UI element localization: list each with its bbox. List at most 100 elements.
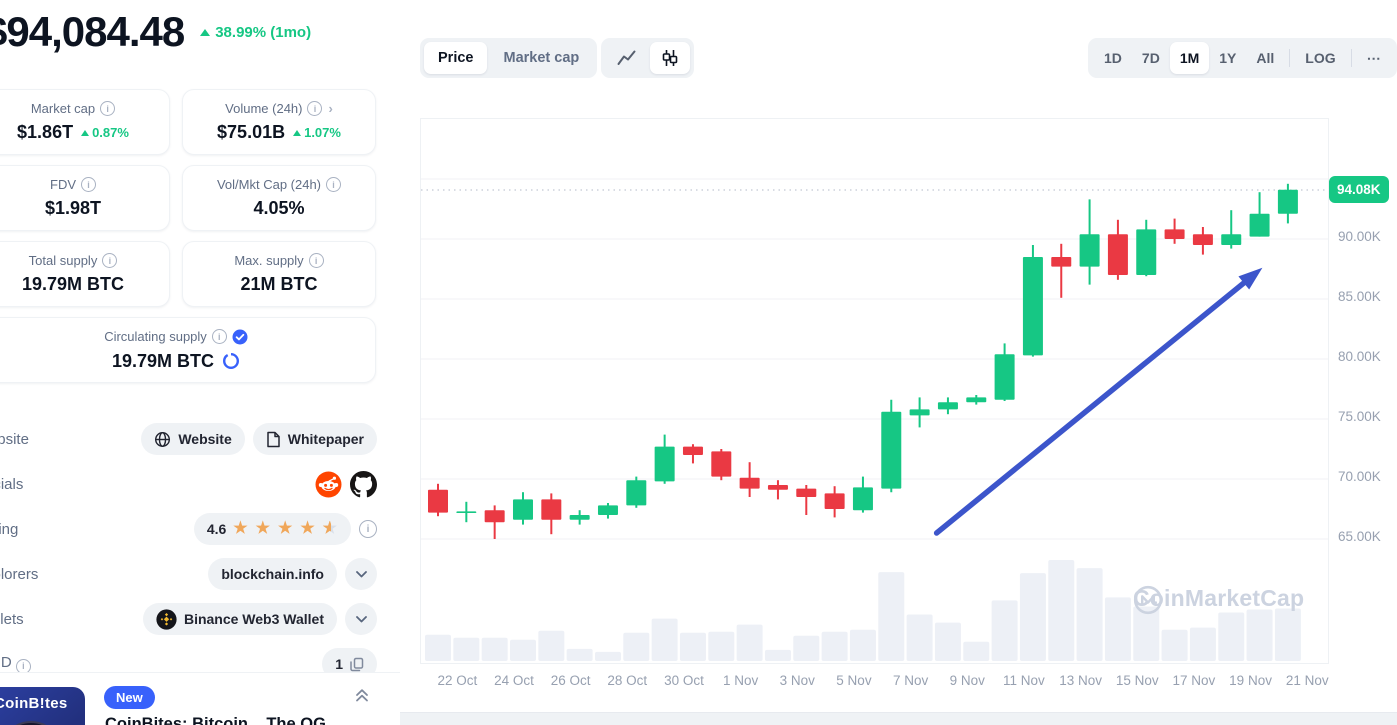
range-7d[interactable]: 7D xyxy=(1141,50,1160,66)
info-icon[interactable] xyxy=(308,253,324,268)
star-icon: ★ xyxy=(300,520,316,537)
volume-bar xyxy=(1048,560,1075,661)
website-button[interactable]: Website xyxy=(141,423,245,455)
log-scale-button[interactable]: LOG xyxy=(1305,50,1336,66)
ucid-row-label: UCID xyxy=(0,654,31,674)
volume-bar xyxy=(963,641,990,661)
whitepaper-button-label: Whitepaper xyxy=(287,431,364,447)
chevron-right-icon[interactable]: › xyxy=(328,101,333,116)
wallet-name: Binance Web3 Wallet xyxy=(183,611,324,627)
y-axis-tick: 80.00K xyxy=(1338,349,1381,364)
rating-pill[interactable]: 4.6 ★ ★ ★ ★ ★ ★ xyxy=(193,513,351,545)
volume-bar xyxy=(1161,629,1188,661)
volume-bar xyxy=(1246,609,1273,661)
info-icon[interactable] xyxy=(359,520,377,538)
separator xyxy=(1289,49,1291,67)
range-1d[interactable]: 1D xyxy=(1104,50,1122,66)
coin-links-rows: Website Website Whitepaper Socials xyxy=(0,423,377,680)
stat-card-vol-mkt-cap: Vol/Mkt Cap (24h) 4.05% xyxy=(182,165,376,231)
x-axis-tick: 22 Oct xyxy=(437,673,478,688)
line-chart-icon xyxy=(617,50,636,65)
stat-value: $75.01B xyxy=(217,122,286,142)
copy-icon[interactable] xyxy=(350,657,364,672)
candle-body xyxy=(1249,213,1270,237)
x-axis-tick: 19 Nov xyxy=(1229,673,1272,688)
volume-bar xyxy=(651,618,678,661)
range-1m[interactable]: 1M xyxy=(1169,42,1210,74)
volume-bar xyxy=(1104,597,1131,661)
tab-price[interactable]: Price xyxy=(424,42,488,74)
collapse-button[interactable] xyxy=(354,687,370,708)
line-chart-button[interactable] xyxy=(605,42,648,74)
price-change-text: 38.99% (1mo) xyxy=(215,23,312,41)
volume-bar xyxy=(991,600,1018,661)
double-chevron-up-icon xyxy=(356,689,368,702)
x-axis-tick: 11 Nov xyxy=(1003,673,1045,688)
coinbites-thumbnail: CoinB!tes xyxy=(0,687,85,725)
star-icon: ★ xyxy=(255,520,271,537)
info-icon[interactable] xyxy=(102,253,118,268)
whitepaper-button[interactable]: Whitepaper xyxy=(252,423,377,455)
candle-body xyxy=(1277,189,1298,214)
x-axis-tick: 21 Nov xyxy=(1285,673,1329,688)
candle-body xyxy=(711,451,732,477)
range-1y[interactable]: 1Y xyxy=(1219,50,1237,66)
candle-body xyxy=(881,411,902,489)
stat-label: Total supply xyxy=(28,253,98,268)
candle-body xyxy=(456,511,477,513)
info-icon[interactable] xyxy=(100,101,116,116)
chart-plot-area[interactable]: CoinMarketCap xyxy=(420,118,1329,664)
stat-label: FDV xyxy=(50,177,76,192)
candle-body xyxy=(966,397,987,403)
candlestick-chart-button[interactable] xyxy=(650,42,690,74)
candle-body xyxy=(512,499,533,520)
github-link[interactable] xyxy=(350,470,377,498)
explorers-row: Explorers blockchain.info xyxy=(0,558,377,590)
y-axis-tick: 70.00K xyxy=(1338,469,1381,484)
wallets-dropdown-button[interactable] xyxy=(345,603,377,635)
stat-value: 4.05% xyxy=(253,198,305,218)
explorer-link[interactable]: blockchain.info xyxy=(208,558,337,590)
coinbites-card[interactable]: CoinB!tes New CoinBites: Bitcoin... The … xyxy=(0,672,400,725)
new-badge: New xyxy=(104,686,155,709)
stat-value: 19.79M BTC xyxy=(111,350,215,371)
supply-progress-ring-icon xyxy=(223,352,240,370)
candle-body xyxy=(1192,234,1213,245)
star-icon: ★ xyxy=(277,520,294,537)
x-axis-tick: 3 Nov xyxy=(779,673,815,688)
volume-bar xyxy=(708,631,735,661)
up-arrow-icon xyxy=(200,28,211,36)
wallet-link[interactable]: Binance Web3 Wallet xyxy=(142,603,337,635)
candle-body xyxy=(654,446,675,482)
coin-graphic xyxy=(0,721,62,725)
chevron-down-icon xyxy=(355,570,367,577)
candle-body xyxy=(682,446,703,455)
info-icon[interactable] xyxy=(81,177,96,192)
candlestick-chart[interactable] xyxy=(421,119,1328,663)
stat-label: Market cap xyxy=(30,101,96,116)
star-icon: ★ xyxy=(233,520,249,537)
reddit-link[interactable] xyxy=(315,471,342,498)
y-axis-tick: 65.00K xyxy=(1338,529,1381,544)
volume-bar xyxy=(453,637,480,661)
stat-label: Volume (24h) xyxy=(225,101,303,116)
more-options-button[interactable]: ⋯ xyxy=(1366,49,1381,66)
info-icon[interactable] xyxy=(211,329,227,344)
explorers-dropdown-button[interactable] xyxy=(345,558,377,590)
stat-value: $1.98T xyxy=(44,198,102,218)
watermark: CoinMarketCap xyxy=(1133,585,1304,615)
info-icon[interactable] xyxy=(307,101,323,116)
stat-card-fdv: FDV $1.98T xyxy=(0,165,170,231)
tab-market-cap[interactable]: Market cap xyxy=(503,50,580,66)
explorer-name: blockchain.info xyxy=(221,566,324,582)
info-icon[interactable] xyxy=(326,177,342,192)
volume-bar xyxy=(566,648,593,661)
price-marketcap-toggle: Price Market cap xyxy=(420,38,598,78)
volume-bar xyxy=(1218,612,1245,661)
volume-bar xyxy=(425,634,451,661)
range-all[interactable]: All xyxy=(1256,50,1275,66)
volume-bar xyxy=(481,637,508,661)
volume-bar xyxy=(594,651,621,661)
candle-body xyxy=(937,402,958,410)
